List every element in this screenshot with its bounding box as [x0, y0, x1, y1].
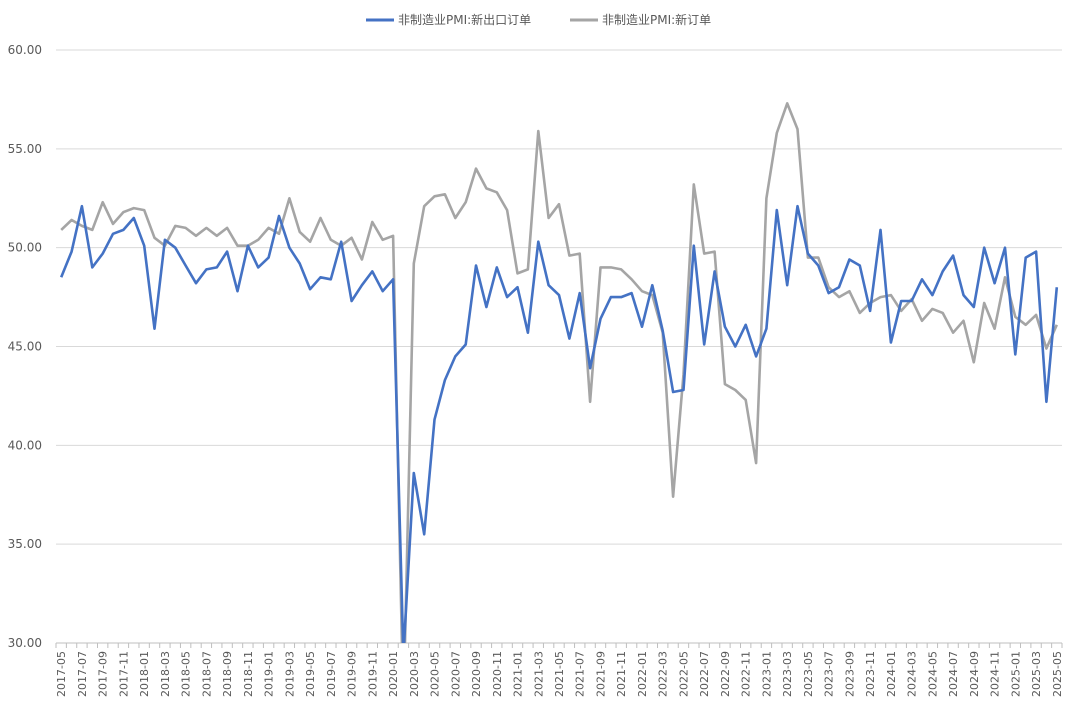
- x-tick-label: 2021-03: [532, 651, 545, 697]
- x-tick-label: 2024-05: [926, 651, 939, 697]
- x-tick-label: 2019-09: [346, 651, 359, 697]
- x-tick-label: 2019-11: [366, 651, 379, 697]
- x-tick-label: 2022-01: [636, 651, 649, 697]
- y-tick-label: 30.00: [8, 636, 42, 650]
- x-tick-label: 2022-07: [698, 651, 711, 697]
- series-line-0: [59, 204, 1059, 643]
- x-tick-label: 2023-11: [864, 651, 877, 697]
- x-tick-label: 2018-11: [242, 651, 255, 697]
- x-tick-label: 2024-03: [906, 651, 919, 697]
- x-tick-label: 2020-11: [491, 651, 504, 697]
- x-tick-label: 2023-09: [843, 651, 856, 697]
- series-lines: [59, 102, 1059, 643]
- x-tick-label: 2018-03: [159, 651, 172, 697]
- x-tick-label: 2022-09: [719, 651, 732, 697]
- y-tick-label: 45.00: [8, 340, 42, 354]
- x-tick-label: 2023-05: [802, 651, 815, 697]
- x-tick-label: 2019-05: [304, 651, 317, 697]
- x-tick-label: 2024-09: [968, 651, 981, 697]
- x-tick-label: 2020-09: [470, 651, 483, 697]
- x-tick-label: 2020-03: [408, 651, 421, 697]
- x-tick-label: 2024-01: [885, 651, 898, 697]
- x-tick-label: 2021-09: [594, 651, 607, 697]
- x-tick-label: 2020-01: [387, 651, 400, 697]
- y-tick-label: 40.00: [8, 438, 42, 452]
- x-tick-label: 2019-03: [283, 651, 296, 697]
- y-tick-label: 35.00: [8, 537, 42, 551]
- x-tick-label: 2025-03: [1030, 651, 1043, 697]
- x-tick-label: 2017-11: [117, 651, 130, 697]
- x-tick-label: 2017-07: [76, 651, 89, 697]
- legend-label-new-orders: 非制造业PMI:新订单: [602, 12, 711, 27]
- x-tick-label: 2018-05: [180, 651, 193, 697]
- x-tick-label: 2018-09: [221, 651, 234, 697]
- x-tick-label: 2023-07: [823, 651, 836, 697]
- x-tick-label: 2020-07: [449, 651, 462, 697]
- legend: 非制造业PMI:新出口订单 非制造业PMI:新订单: [366, 12, 711, 27]
- x-tick-label: 2023-03: [781, 651, 794, 697]
- x-tick-label: 2025-01: [1009, 651, 1022, 697]
- x-tick-label: 2019-01: [263, 651, 276, 697]
- gridlines: [56, 49, 1062, 644]
- y-axis: 30.00 35.00 40.00 45.00 50.00 55.00 60.00: [8, 43, 42, 650]
- x-tick-label: 2024-07: [947, 651, 960, 697]
- x-tick-label: 2017-05: [55, 651, 68, 697]
- x-tick-label: 2023-01: [760, 651, 773, 697]
- series-line-1: [60, 102, 1058, 643]
- x-axis: 2017-05 2017-07 2017-09 2017-11 2018-01 2018-…: [55, 642, 1064, 697]
- x-tick-label: 2018-07: [200, 651, 213, 697]
- x-tick-label: 2019-07: [325, 651, 338, 697]
- x-tick-label: 2021-05: [553, 651, 566, 697]
- x-tick-label: 2021-07: [574, 651, 587, 697]
- x-tick-label: 2021-01: [512, 651, 525, 697]
- x-tick-label: 2024-11: [989, 651, 1002, 697]
- y-tick-label: 50.00: [8, 241, 42, 255]
- x-tick-label: 2022-11: [740, 651, 753, 697]
- x-tick-label: 2022-03: [657, 651, 670, 697]
- x-tick-label: 2022-05: [677, 651, 690, 697]
- x-tick-label: 2018-01: [138, 651, 151, 697]
- y-tick-label: 60.00: [8, 43, 42, 57]
- x-tick-label: 2017-09: [97, 651, 110, 697]
- legend-label-export-orders: 非制造业PMI:新出口订单: [398, 12, 531, 27]
- x-tick-label: 2025-05: [1051, 651, 1064, 697]
- x-tick-label: 2021-11: [615, 651, 628, 697]
- x-tick-label: 2020-05: [429, 651, 442, 697]
- y-tick-label: 55.00: [8, 142, 42, 156]
